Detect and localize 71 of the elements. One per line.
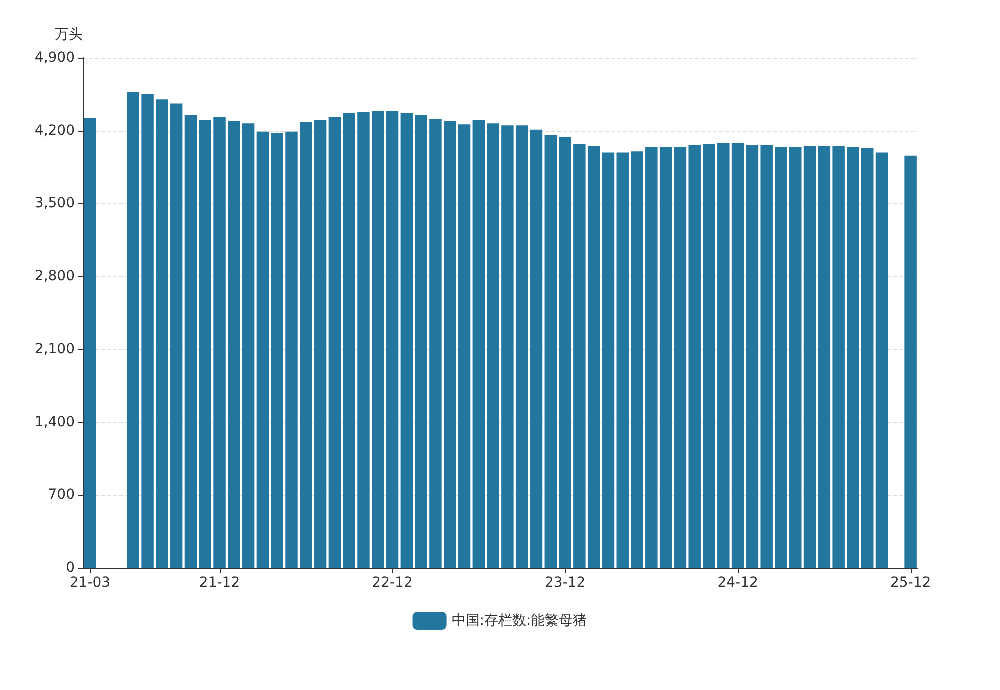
bar (631, 152, 644, 568)
bar (328, 117, 342, 568)
bar (487, 124, 500, 568)
y-tick-label: 1,400 (34, 414, 75, 430)
bar (184, 115, 198, 568)
x-tick-label: 24-12 (718, 575, 758, 591)
bar (286, 132, 298, 568)
bar (847, 148, 860, 568)
bar (588, 146, 600, 568)
bar (170, 104, 183, 568)
bar (746, 145, 759, 568)
bar (372, 111, 384, 568)
bar (832, 146, 845, 568)
bar (472, 120, 486, 568)
bar (530, 130, 543, 568)
bar (314, 120, 327, 568)
bar (386, 111, 399, 568)
bar (300, 122, 312, 568)
x-tick-label: 21-12 (199, 575, 240, 591)
y-tick-label: 3,500 (34, 196, 75, 212)
bar (458, 124, 471, 568)
bar (602, 152, 615, 568)
bar (256, 132, 270, 568)
bar (343, 113, 356, 568)
y-tick-label: 4,200 (34, 122, 75, 139)
y-tick-label: 0 (66, 560, 75, 576)
bar (242, 124, 255, 568)
legend-label: 中国:存栏数:能繁母猪 (452, 613, 588, 629)
x-tick-label: 21-03 (70, 575, 111, 591)
bar (444, 121, 456, 568)
bar (358, 112, 370, 568)
bar (732, 143, 744, 568)
bar (574, 144, 586, 568)
bar (214, 117, 226, 568)
bar (415, 115, 428, 568)
bar (199, 120, 212, 568)
bar (228, 121, 240, 568)
bar (804, 146, 816, 568)
bar (703, 144, 716, 568)
bar (156, 100, 168, 568)
bar (516, 126, 528, 568)
bar (790, 148, 802, 568)
bar (861, 148, 874, 568)
bar (760, 145, 773, 568)
bar (502, 126, 514, 568)
x-tick-label: 22-12 (372, 575, 413, 591)
bar (904, 156, 917, 568)
bar (271, 132, 284, 568)
bar (876, 152, 888, 568)
y-tick-label: 700 (48, 487, 75, 504)
bar (718, 143, 730, 568)
bar (775, 148, 788, 568)
bar (84, 118, 96, 568)
bar (400, 113, 414, 568)
bar (544, 135, 558, 568)
bar (430, 119, 442, 568)
bar (616, 152, 629, 568)
x-tick-label: 25-12 (890, 575, 932, 591)
bar (559, 137, 572, 568)
bar (818, 146, 831, 568)
x-tick-label: 23-12 (544, 575, 586, 591)
y-tick-label: 2,100 (34, 341, 75, 358)
y-tick-label: 4,900 (34, 50, 75, 66)
bar (646, 148, 658, 568)
bar (660, 148, 672, 568)
bar (127, 92, 140, 568)
bar (688, 145, 701, 568)
bar (142, 94, 154, 568)
y-tick-label: 2,800 (34, 268, 75, 285)
y-axis-title: 万头 (55, 27, 83, 43)
bar (674, 148, 687, 568)
